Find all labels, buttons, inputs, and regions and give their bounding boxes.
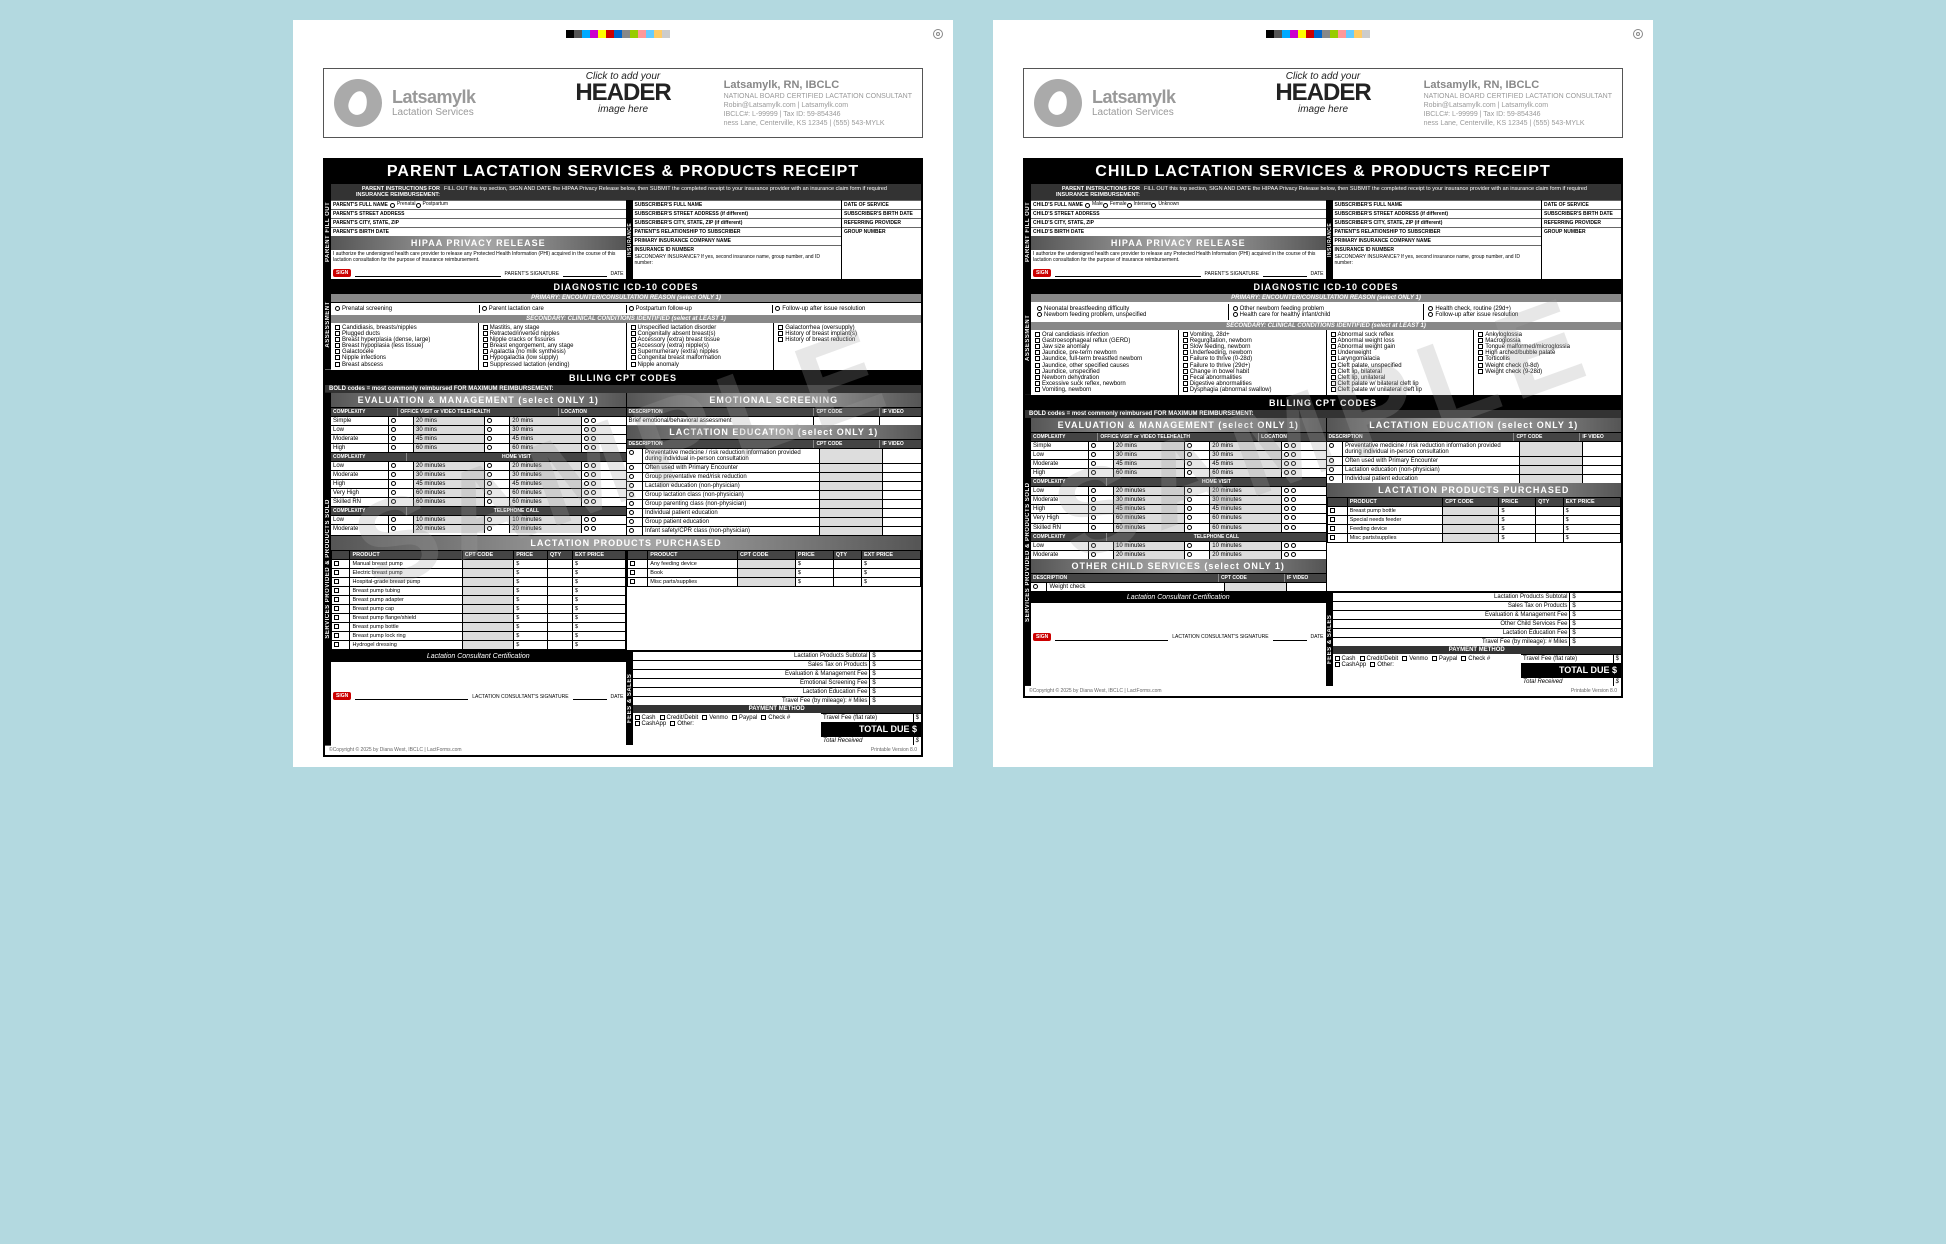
sidebar-fees: FEES & SALES bbox=[627, 651, 633, 745]
copyright: ©Copyright © 2025 by Diana West, IBCLC |… bbox=[329, 747, 462, 753]
other-child-band: OTHER CHILD SERVICES (select ONLY 1) bbox=[1031, 559, 1326, 573]
address: ness Lane, Centerville, KS 12345 | (555)… bbox=[724, 119, 912, 128]
lacted-band: LACTATION EDUCATION (select ONLY 1) bbox=[627, 425, 922, 439]
instr-label: PARENT INSTRUCTIONS FOR INSURANCE REIMBU… bbox=[334, 186, 444, 198]
pay-band: PAYMENT METHOD bbox=[633, 705, 922, 713]
header-placeholder[interactable]: Latsamylk Lactation Services Click to ad… bbox=[323, 68, 923, 138]
page-child: Latsamylk Lactation Services Click to ad… bbox=[993, 20, 1653, 767]
sidebar-services: SERVICES PROVIDED & PRODUCTS SOLD bbox=[325, 393, 331, 746]
date-line[interactable] bbox=[563, 267, 607, 277]
logo-icon bbox=[1034, 79, 1082, 127]
emo-band: EMOTIONAL SCREENING bbox=[627, 393, 922, 407]
page-parent: Latsamylk Lactation Services Click to ad… bbox=[293, 20, 953, 767]
cpt-note: BOLD codes = most commonly reimbursed FO… bbox=[325, 385, 921, 393]
ids: IBCLC#: L-99999 | Tax ID: 59-854346 bbox=[724, 110, 912, 119]
brand: Latsamylk bbox=[392, 88, 714, 108]
contact: Robin@Latsamylk.com | Latsamylk.com bbox=[724, 101, 912, 110]
eval-band: EVALUATION & MANAGEMENT (select ONLY 1) bbox=[331, 393, 626, 407]
cert-band: Lactation Consultant Certification bbox=[331, 651, 626, 662]
child-form: SAMPLE CHILD LACTATION SERVICES & PRODUC… bbox=[1023, 158, 1623, 698]
form-title: PARENT LACTATION SERVICES & PRODUCTS REC… bbox=[325, 160, 921, 184]
sidebar-parent: PARENT FILL OUT bbox=[325, 184, 331, 279]
sign-icon: SIGN bbox=[333, 692, 351, 700]
sign-icon: SIGN bbox=[1033, 269, 1051, 277]
credential: NATIONAL BOARD CERTIFIED LACTATION CONSU… bbox=[724, 92, 912, 101]
header-placeholder[interactable]: Latsamylk Lactation Services Click to ad… bbox=[1023, 68, 1623, 138]
registration-marks bbox=[303, 30, 943, 38]
hipaa-band: HIPAA PRIVACY RELEASE bbox=[331, 236, 626, 250]
parent-form: SAMPLE PARENT LACTATION SERVICES & PRODU… bbox=[323, 158, 923, 757]
signature-line[interactable] bbox=[355, 267, 500, 277]
registration-marks bbox=[1003, 30, 1643, 38]
tagline: Lactation Services bbox=[392, 107, 714, 118]
sign-icon: SIGN bbox=[1033, 633, 1051, 641]
sign-icon: SIGN bbox=[333, 269, 351, 277]
products-band: LACTATION PRODUCTS PURCHASED bbox=[331, 535, 921, 550]
icd-title: DIAGNOSTIC ICD-10 CODES bbox=[331, 280, 921, 294]
logo-icon bbox=[334, 79, 382, 127]
form-title: CHILD LACTATION SERVICES & PRODUCTS RECE… bbox=[1025, 160, 1621, 184]
sidebar-assess: ASSESSMENT bbox=[325, 280, 331, 370]
version: Printable Version 8.0 bbox=[871, 747, 917, 753]
hipaa-text: I authorize the undersigned health care … bbox=[331, 250, 626, 265]
instr-text: FILL OUT this top section, SIGN AND DATE… bbox=[444, 186, 887, 198]
secondary-band: SECONDARY: CLINICAL CONDITIONS IDENTIFIE… bbox=[331, 315, 921, 323]
cpt-title: BILLING CPT CODES bbox=[325, 370, 921, 385]
primary-band: PRIMARY: ENCOUNTER/CONSULTATION REASON (… bbox=[331, 294, 921, 302]
provider-name: Latsamylk, RN, IBCLC bbox=[724, 78, 912, 92]
